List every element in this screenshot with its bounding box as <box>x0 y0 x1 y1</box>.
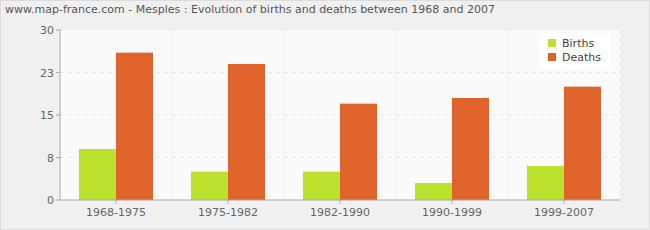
tick-mark <box>56 200 60 201</box>
bar <box>191 172 228 200</box>
grid-line <box>60 30 620 31</box>
category-label: 1990-1999 <box>422 206 482 219</box>
bar <box>527 166 564 200</box>
legend: BirthsDeaths <box>540 33 610 69</box>
chart: www.map-france.com - Mesples : Evolution… <box>0 0 650 230</box>
plot-area <box>60 30 620 200</box>
tick-mark-x <box>564 200 565 204</box>
y-axis <box>60 30 61 200</box>
tick-mark <box>56 157 60 158</box>
tick-label: 8 <box>47 152 54 165</box>
tick-label: 15 <box>40 109 54 122</box>
grid-line-vertical <box>172 30 173 200</box>
tick-mark-x <box>340 200 341 204</box>
tick-mark <box>56 115 60 116</box>
bar <box>415 183 452 200</box>
bar <box>303 172 340 200</box>
legend-swatch <box>548 39 556 47</box>
tick-label: 23 <box>40 67 54 80</box>
tick-label: 0 <box>47 194 54 207</box>
tick-mark-x <box>452 200 453 204</box>
legend-label: Deaths <box>562 51 601 64</box>
bar <box>452 98 489 200</box>
bar <box>79 149 116 200</box>
grid-line-vertical <box>620 30 621 200</box>
grid-line <box>60 200 620 201</box>
category-label: 1975-1982 <box>198 206 258 219</box>
tick-mark-x <box>228 200 229 204</box>
category-label: 1968-1975 <box>86 206 146 219</box>
bar <box>340 104 377 200</box>
grid-line-vertical <box>396 30 397 200</box>
legend-label: Births <box>562 37 594 50</box>
grid-line-vertical <box>60 30 61 200</box>
category-label: 1999-2007 <box>534 206 594 219</box>
legend-box <box>540 33 610 69</box>
x-axis <box>60 200 620 201</box>
bar <box>116 53 153 200</box>
bar <box>228 64 265 200</box>
grid-line-vertical <box>508 30 509 200</box>
tick-mark-x <box>116 200 117 204</box>
background <box>1 1 650 230</box>
tick-mark <box>56 30 60 31</box>
legend-swatch <box>548 53 556 61</box>
bar <box>564 87 601 200</box>
tick-label: 30 <box>40 24 54 37</box>
title: www.map-france.com - Mesples : Evolution… <box>5 3 495 16</box>
grid-line-vertical <box>284 30 285 200</box>
tick-mark <box>56 72 60 73</box>
bars <box>79 53 601 200</box>
category-label: 1982-1990 <box>310 206 370 219</box>
